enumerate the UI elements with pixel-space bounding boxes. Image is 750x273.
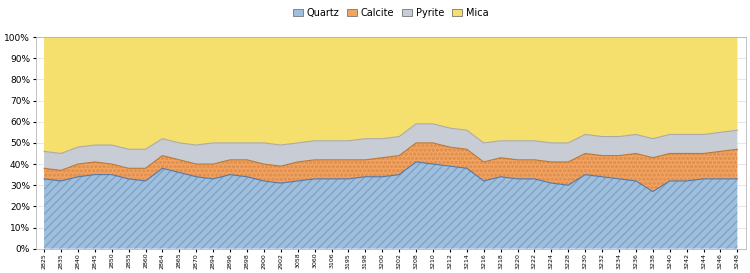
- Legend: Quartz, Calcite, Pyrite, Mica: Quartz, Calcite, Pyrite, Mica: [290, 4, 492, 22]
